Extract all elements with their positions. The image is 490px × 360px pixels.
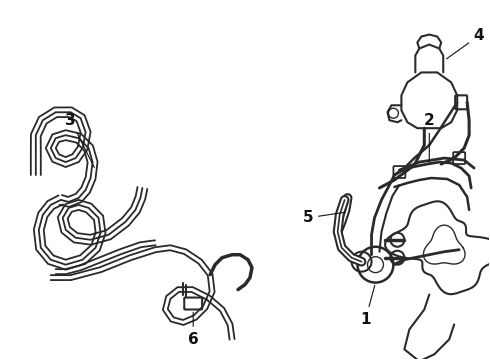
Text: 6: 6: [188, 312, 198, 347]
Text: 5: 5: [302, 210, 345, 225]
Text: 1: 1: [360, 285, 375, 327]
Text: 2: 2: [424, 113, 435, 162]
Text: 3: 3: [65, 113, 95, 167]
Text: 4: 4: [446, 28, 485, 59]
